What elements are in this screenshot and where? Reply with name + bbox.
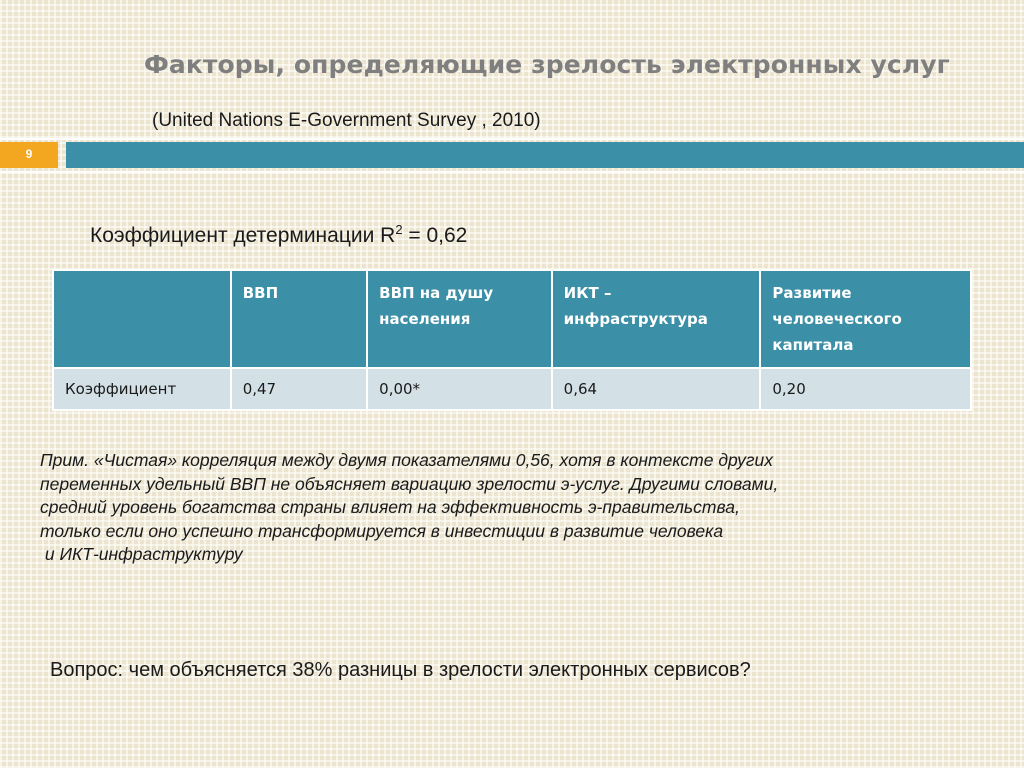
coefficient-table: ВВП ВВП на душу населения ИКТ – инфрастр… bbox=[52, 269, 972, 411]
note-line: переменных удельный ВВП не объясняет вар… bbox=[40, 473, 779, 494]
table-header-row: ВВП ВВП на душу населения ИКТ – инфрастр… bbox=[52, 269, 972, 369]
divider-bottom bbox=[0, 171, 1024, 173]
note-line: только если оно успешно трансформируется… bbox=[40, 520, 724, 541]
question-text: Вопрос: чем объясняется 38% разницы в зр… bbox=[50, 659, 751, 681]
slide-title: Факторы, определяющие зрелость электронн… bbox=[144, 50, 950, 79]
table-cell: 0,64 bbox=[550, 367, 762, 411]
determination-label: Коэффициент детерминации R bbox=[90, 224, 396, 247]
note-line: средний уровень богатства страны влияет … bbox=[40, 497, 740, 517]
table-header-cell: ВВП bbox=[229, 269, 369, 369]
table-cell: 0,20 bbox=[759, 367, 972, 411]
table-cell: 0,47 bbox=[229, 367, 369, 411]
table-row: Коэффициент 0,47 0,00* 0,64 0,20 bbox=[52, 367, 972, 411]
note-paragraph: Прим. «Чистая» корреляция между двумя по… bbox=[40, 449, 1020, 567]
table-header-cell bbox=[52, 269, 232, 369]
divider-top bbox=[0, 138, 1024, 140]
determination-value: = 0,62 bbox=[402, 224, 468, 247]
table-header-cell: Развитие человеческого капитала bbox=[759, 269, 972, 369]
slide-subtitle: (United Nations E-Government Survey , 20… bbox=[152, 110, 541, 131]
header-accent-bar bbox=[66, 142, 1024, 168]
table-header-cell: ВВП на душу населения bbox=[366, 269, 553, 369]
table-cell: 0,00* bbox=[366, 367, 553, 411]
note-line: Прим. «Чистая» корреляция между двумя по… bbox=[40, 450, 774, 470]
determination-coefficient: Коэффициент детерминации R2 = 0,62 bbox=[90, 222, 467, 248]
page-number-badge: 9 bbox=[0, 142, 58, 168]
table-header-cell: ИКТ – инфраструктура bbox=[550, 269, 762, 369]
determination-superscript: 2 bbox=[395, 222, 403, 237]
table-cell: Коэффициент bbox=[52, 367, 232, 411]
note-line: и ИКТ-инфраструктуру bbox=[40, 544, 243, 564]
